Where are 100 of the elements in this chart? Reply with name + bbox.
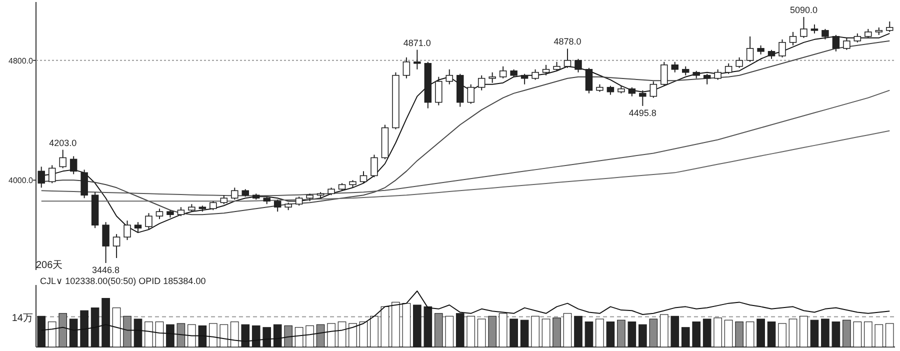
candlestick xyxy=(778,38,786,58)
bar xyxy=(498,313,508,348)
candlestick xyxy=(671,61,679,73)
bar xyxy=(294,327,304,348)
candlestick xyxy=(843,37,850,50)
bar xyxy=(338,322,346,348)
bar xyxy=(756,318,765,348)
bar xyxy=(209,323,218,348)
bar xyxy=(112,308,121,348)
annotation: 3446.8 xyxy=(92,264,120,275)
candlestick xyxy=(414,49,421,70)
bar xyxy=(767,322,776,348)
candlestick xyxy=(574,58,582,73)
candlestick xyxy=(703,73,711,85)
bar xyxy=(606,322,615,348)
candlestick xyxy=(488,72,496,84)
bar xyxy=(252,325,260,348)
candlestick xyxy=(446,68,454,85)
candlestick xyxy=(714,68,722,80)
candlestick xyxy=(59,149,66,169)
bar xyxy=(424,306,432,348)
bar xyxy=(810,320,819,348)
bar xyxy=(284,325,292,348)
bar xyxy=(670,316,680,348)
candlestick xyxy=(156,208,164,220)
candlestick xyxy=(124,220,131,241)
bar xyxy=(370,316,378,348)
bar xyxy=(69,318,78,348)
candlestick xyxy=(360,170,368,184)
bar xyxy=(90,308,100,348)
candlestick xyxy=(102,222,110,264)
candlestick xyxy=(639,90,646,106)
bar xyxy=(37,316,46,348)
candlestick xyxy=(800,16,808,38)
bar xyxy=(380,306,390,348)
bar xyxy=(466,316,476,348)
bar xyxy=(80,310,88,348)
candlestick xyxy=(650,80,658,98)
bar xyxy=(359,322,368,348)
candlestick xyxy=(38,166,45,188)
bar xyxy=(788,318,798,348)
bar xyxy=(832,322,840,348)
bar xyxy=(273,324,282,348)
candlestick xyxy=(736,56,743,68)
annotation: 4878.0 xyxy=(554,36,582,47)
bar xyxy=(617,320,626,348)
bar xyxy=(800,316,808,348)
bar xyxy=(660,314,668,348)
candlestick xyxy=(832,34,840,52)
candlestick xyxy=(231,187,238,200)
candlestick xyxy=(542,64,550,76)
bar xyxy=(176,323,186,348)
text: CJL∨ 102338.00(50:50) OPID 185384.00 xyxy=(40,276,206,286)
candlestick xyxy=(532,68,539,80)
bar xyxy=(413,304,422,348)
annotation: 5090.0 xyxy=(790,4,818,15)
candlestick xyxy=(80,169,88,199)
bar xyxy=(681,327,690,348)
bar xyxy=(144,322,153,348)
bar xyxy=(542,318,550,348)
bar xyxy=(574,316,582,348)
bar xyxy=(188,324,196,348)
bar xyxy=(628,322,636,348)
bar xyxy=(445,316,454,348)
bar xyxy=(402,303,411,348)
bar xyxy=(220,324,228,348)
candlestick xyxy=(467,84,474,104)
candlestick xyxy=(70,156,78,175)
candlestick xyxy=(660,61,668,86)
bar xyxy=(488,316,497,348)
bar xyxy=(864,322,872,348)
candlestick xyxy=(564,48,572,68)
bar xyxy=(692,322,701,348)
bar xyxy=(649,318,658,348)
bar xyxy=(821,318,830,348)
bar xyxy=(842,320,851,348)
bar xyxy=(874,324,884,348)
bar xyxy=(563,313,572,348)
bar xyxy=(230,322,239,348)
bar xyxy=(596,318,604,348)
bar xyxy=(262,327,272,348)
candlestick xyxy=(886,20,894,32)
y-tick-label: 4800.0 xyxy=(8,56,34,66)
bar xyxy=(456,313,464,348)
bar xyxy=(552,318,561,348)
bar xyxy=(306,325,314,348)
candlestick xyxy=(499,66,507,79)
bar xyxy=(584,322,594,348)
bar xyxy=(520,320,529,348)
candlestick xyxy=(822,28,829,40)
annotation: 206天 xyxy=(36,260,63,271)
bar xyxy=(434,313,443,348)
bar xyxy=(735,322,744,348)
y-tick-label: 4000.0 xyxy=(8,176,34,186)
annotation: 4871.0 xyxy=(403,38,431,48)
candlestick xyxy=(478,74,486,91)
candlestick xyxy=(746,36,754,62)
bar xyxy=(348,323,357,348)
candlestick xyxy=(520,73,528,85)
candlestick xyxy=(274,199,282,212)
